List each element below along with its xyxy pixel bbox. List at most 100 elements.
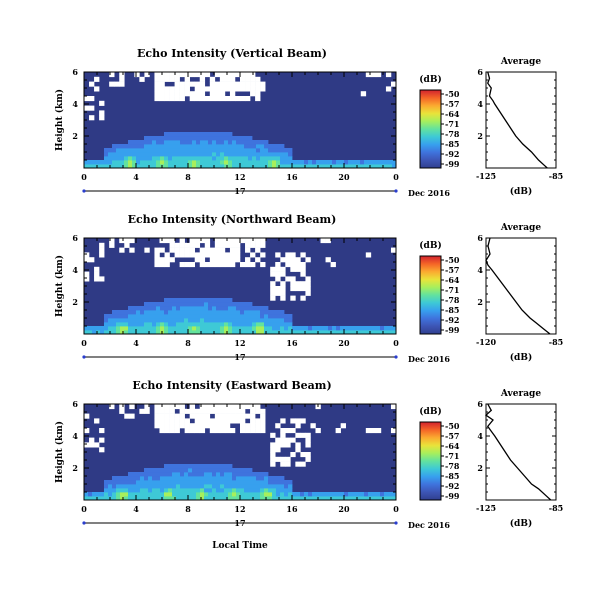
heatmap-cell [284,164,289,169]
heatmap-cell [244,318,249,323]
no-data-cell [270,281,276,287]
heatmap-cell [344,496,349,501]
heatmap-cell [288,148,293,153]
heatmap-cell [220,136,225,141]
no-data-cell [89,437,95,443]
heatmap-cell [204,136,209,141]
no-data-cell [199,428,206,434]
no-data-cell [290,276,296,282]
no-data-cell [179,81,185,87]
no-data-cell [245,81,251,87]
heatmap-cell [88,164,93,169]
no-data-cell [224,252,231,258]
no-data-cell [189,408,196,414]
heatmap-cell [176,492,181,497]
heatmap-cell [220,480,225,485]
heatmap-cell [264,472,269,477]
heatmap-cell [224,310,229,315]
heatmap-cell [204,156,209,161]
heatmap-cell [148,302,153,307]
no-data-cell [285,437,291,443]
no-data-cell [194,81,201,87]
heatmap-cell [176,322,181,327]
heatmap-cell [184,468,189,473]
no-data-cell [250,428,256,434]
heatmap-cell [288,322,293,327]
heatmap-cell [176,464,181,469]
heatmap-cell [272,322,277,327]
heatmap-cell [180,132,185,137]
heatmap-cell [276,322,281,327]
heatmap-cell [192,488,197,493]
heatmap-cell [128,306,133,311]
heatmap-cell [228,464,233,469]
heatmap-cell [256,488,261,493]
heatmap-cell [288,314,293,319]
heatmap-cell [288,318,293,323]
heatmap-cell [228,132,233,137]
no-data-cell [99,447,105,453]
heatmap-cell [264,492,269,497]
heatmap-cell [128,488,133,493]
no-data-cell [174,413,180,419]
no-data-cell [159,408,165,414]
heatmap-cell [216,302,221,307]
heatmap-cell [376,492,381,497]
no-data-cell [199,418,206,424]
heatmap-cell [212,160,217,165]
heatmap-cell [204,322,209,327]
heatmap-cell [228,306,233,311]
no-data-cell [255,91,261,97]
heatmap-cell [172,480,177,485]
heatmap-cell [144,140,149,145]
heatmap-cell [104,330,109,335]
heatmap-cell [332,164,337,169]
no-data-cell [390,247,397,253]
no-data-cell [224,423,231,429]
no-data-cell [174,91,180,97]
heatmap-cell [208,148,213,153]
heatmap-cell [196,464,201,469]
heatmap-cell [228,310,233,315]
no-data-cell [229,86,236,92]
heatmap-cell [200,144,205,149]
heatmap-cell [148,310,153,315]
no-data-cell [129,247,135,253]
heatmap-cell [192,464,197,469]
heatmap-cell [164,330,169,335]
heatmap-cell [268,476,273,481]
heatmap-cell [116,314,121,319]
no-data-cell [129,404,135,410]
heatmap-cell [196,298,201,303]
heatmap-cell [240,310,245,315]
heatmap-cell [140,152,145,157]
no-data-cell [209,404,216,410]
heatmap-cell [328,330,333,335]
no-data-cell [335,428,341,434]
colorbar [419,421,442,501]
heatmap-cell [204,476,209,481]
no-data-cell [189,404,196,410]
colorbar-unit: (dB) [419,406,441,417]
no-data-cell [305,276,311,282]
heatmap-cell [192,156,197,161]
x-tick-label: 16 [286,172,298,182]
no-data-cell [154,72,160,78]
heatmap-cell [120,322,125,327]
no-data-cell [159,81,165,87]
heatmap-cell [164,472,169,477]
heatmap-cell [208,326,213,331]
heatmap-cell [208,136,213,141]
heatmap-cell [180,164,185,169]
heatmap-cell [184,152,189,157]
heatmap-cell [272,160,277,165]
heatmap-cell [168,492,173,497]
no-data-cell [229,418,236,424]
heatmap-cell [228,136,233,141]
heatmap-cell [288,484,293,489]
no-data-cell [179,247,185,253]
heatmap-cell [332,496,337,501]
colorbar-tick-label: -50 [445,89,460,99]
heatmap-cell [248,318,253,323]
heatmap-cell [240,330,245,335]
